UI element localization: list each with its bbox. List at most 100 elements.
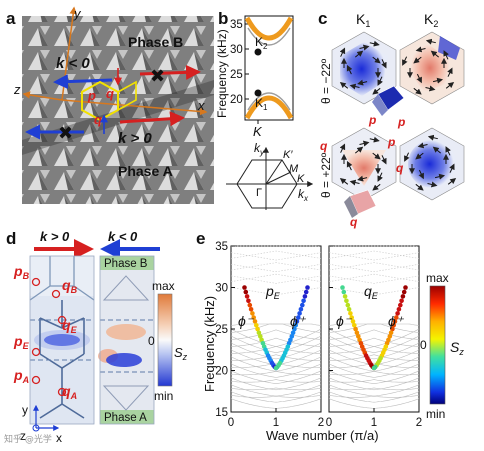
panel-label-c: c xyxy=(318,9,327,28)
e-bulk-band-lower xyxy=(230,342,322,360)
bz-gamma: Γ xyxy=(256,187,262,199)
e-edge-dot xyxy=(258,334,263,339)
e-edge-dot xyxy=(250,311,255,316)
d-k-pos: k > 0 xyxy=(40,229,70,244)
c-field-arrow xyxy=(430,50,440,58)
c-field-arrow xyxy=(349,179,360,186)
d-axis-x: x xyxy=(56,431,62,445)
c-field-arrow xyxy=(357,79,368,86)
axis-x-label: x xyxy=(197,98,205,113)
d-cb-label: Sz xyxy=(174,345,188,362)
arrow-right-bottom xyxy=(119,111,185,127)
e-edge-dot xyxy=(296,315,301,320)
c-field-arrow xyxy=(346,64,353,75)
e-edge-dot xyxy=(396,307,402,312)
e-label-pe: pE xyxy=(265,283,281,301)
e-edge-dot xyxy=(400,294,406,299)
c-field-arrow xyxy=(354,146,364,154)
e-edge-dot xyxy=(303,289,309,295)
e-edge-dot xyxy=(353,326,358,332)
c-hex-k2-minus: p xyxy=(397,31,465,129)
e-edge-dot xyxy=(341,289,347,295)
e-ylabel: Frequency (kHz) xyxy=(202,296,217,392)
e-edge-dot xyxy=(273,365,279,371)
c-field-arrow xyxy=(372,56,381,64)
e-phi-minus-left: ϕ⁻ xyxy=(238,313,255,329)
c-field-arrow xyxy=(445,81,455,89)
e-bulk-band-lower xyxy=(230,391,322,403)
c-field-arrow xyxy=(359,140,370,147)
e-plot-right xyxy=(328,245,420,413)
e-edge-dot xyxy=(403,285,408,290)
c-field-arrow xyxy=(377,172,383,182)
e-bulk-band-lower xyxy=(328,342,420,360)
d-axis-z: z xyxy=(20,429,26,443)
d-phase-a-band xyxy=(100,410,154,424)
c-field-arrow xyxy=(381,155,387,165)
e-bulk-band-lower xyxy=(329,354,419,361)
d-site-marker xyxy=(57,387,67,397)
c-col-k1: K1 xyxy=(356,11,370,29)
e-edge-dot xyxy=(297,311,302,316)
e-plot-left xyxy=(230,245,322,413)
e-bulk-band-lower xyxy=(328,329,420,340)
e-cb-min: min xyxy=(426,407,445,421)
brillouin-zone: ky kx K′ M K Γ xyxy=(226,141,314,210)
c-field-arrow xyxy=(357,175,368,182)
c-field-arrow xyxy=(418,169,424,180)
e-edge-dot xyxy=(394,315,399,320)
e-edge-dot xyxy=(298,307,304,312)
c-row-theta-minus: θ = −22º xyxy=(319,58,333,104)
e-bulk-band-lower xyxy=(230,379,322,383)
e-cb-zero: 0 xyxy=(420,338,427,352)
e-edge-dot xyxy=(387,334,393,339)
e-bulk-band-upper xyxy=(328,250,420,259)
e-bulk-band-lower xyxy=(230,356,322,372)
e-bulk-band-upper xyxy=(230,262,322,271)
e-edge-dot xyxy=(354,330,360,336)
e-bulk-band-lower xyxy=(230,335,322,354)
c-field-arrow xyxy=(377,76,383,86)
c-q-bl-2: q xyxy=(350,215,358,229)
c-field-arrow xyxy=(339,47,346,57)
e-edge-dot xyxy=(348,311,353,316)
bz-k: K xyxy=(297,173,305,185)
b-xtick-k: K xyxy=(253,124,263,139)
e-edge-dot xyxy=(371,365,377,371)
domain-wall xyxy=(22,80,214,155)
p-label-a: p xyxy=(87,88,96,103)
e-ytick-label: 15 xyxy=(215,407,228,419)
c-field-arrow xyxy=(445,146,451,156)
e-edge-dot xyxy=(301,298,306,304)
c-arrows-tr xyxy=(402,38,455,95)
panel-a: a y x z Phase B Phase A k < 0 k > 0 ✖ ✖ … xyxy=(6,6,214,204)
e-edge-dot xyxy=(356,334,361,339)
e-edge-dot xyxy=(253,323,259,328)
e-bulk-band-lower xyxy=(328,337,420,347)
cross-mark-top: ✖ xyxy=(150,66,165,86)
c-cube-pink xyxy=(349,189,377,215)
d-site-labels: pB qB pE qE pA qA xyxy=(13,263,78,401)
unit-cell-hexagon-2 xyxy=(117,80,137,112)
panel-b: b Frequency (kHz) 35 30 25 20 K2 K1 K ky kx… xyxy=(215,9,314,210)
c-field-arrow xyxy=(425,38,436,45)
c-field-arrow xyxy=(417,142,428,149)
e-bulk-band-upper xyxy=(328,273,420,282)
c-field-arrow xyxy=(369,136,380,143)
e-bulk-band-lower xyxy=(230,329,322,340)
e-edge-dot xyxy=(289,334,295,339)
e-bulk-band-lower xyxy=(328,377,420,391)
e-edge-dot xyxy=(255,326,260,332)
e-bulk-band-lower xyxy=(328,323,420,326)
c-field-arrow xyxy=(425,85,436,92)
panel-label-a: a xyxy=(6,9,16,28)
c-field-arrow xyxy=(447,177,457,185)
e-bulk-band-lower xyxy=(230,323,322,326)
e-bulk-band-lower xyxy=(230,377,322,391)
e-edge-dot xyxy=(401,289,407,295)
axis-y-label: y xyxy=(73,6,82,21)
e-bulk-band-lower xyxy=(231,354,321,361)
e-xtick-label: 2 xyxy=(318,417,324,429)
e-xtick-label: 1 xyxy=(371,417,377,429)
